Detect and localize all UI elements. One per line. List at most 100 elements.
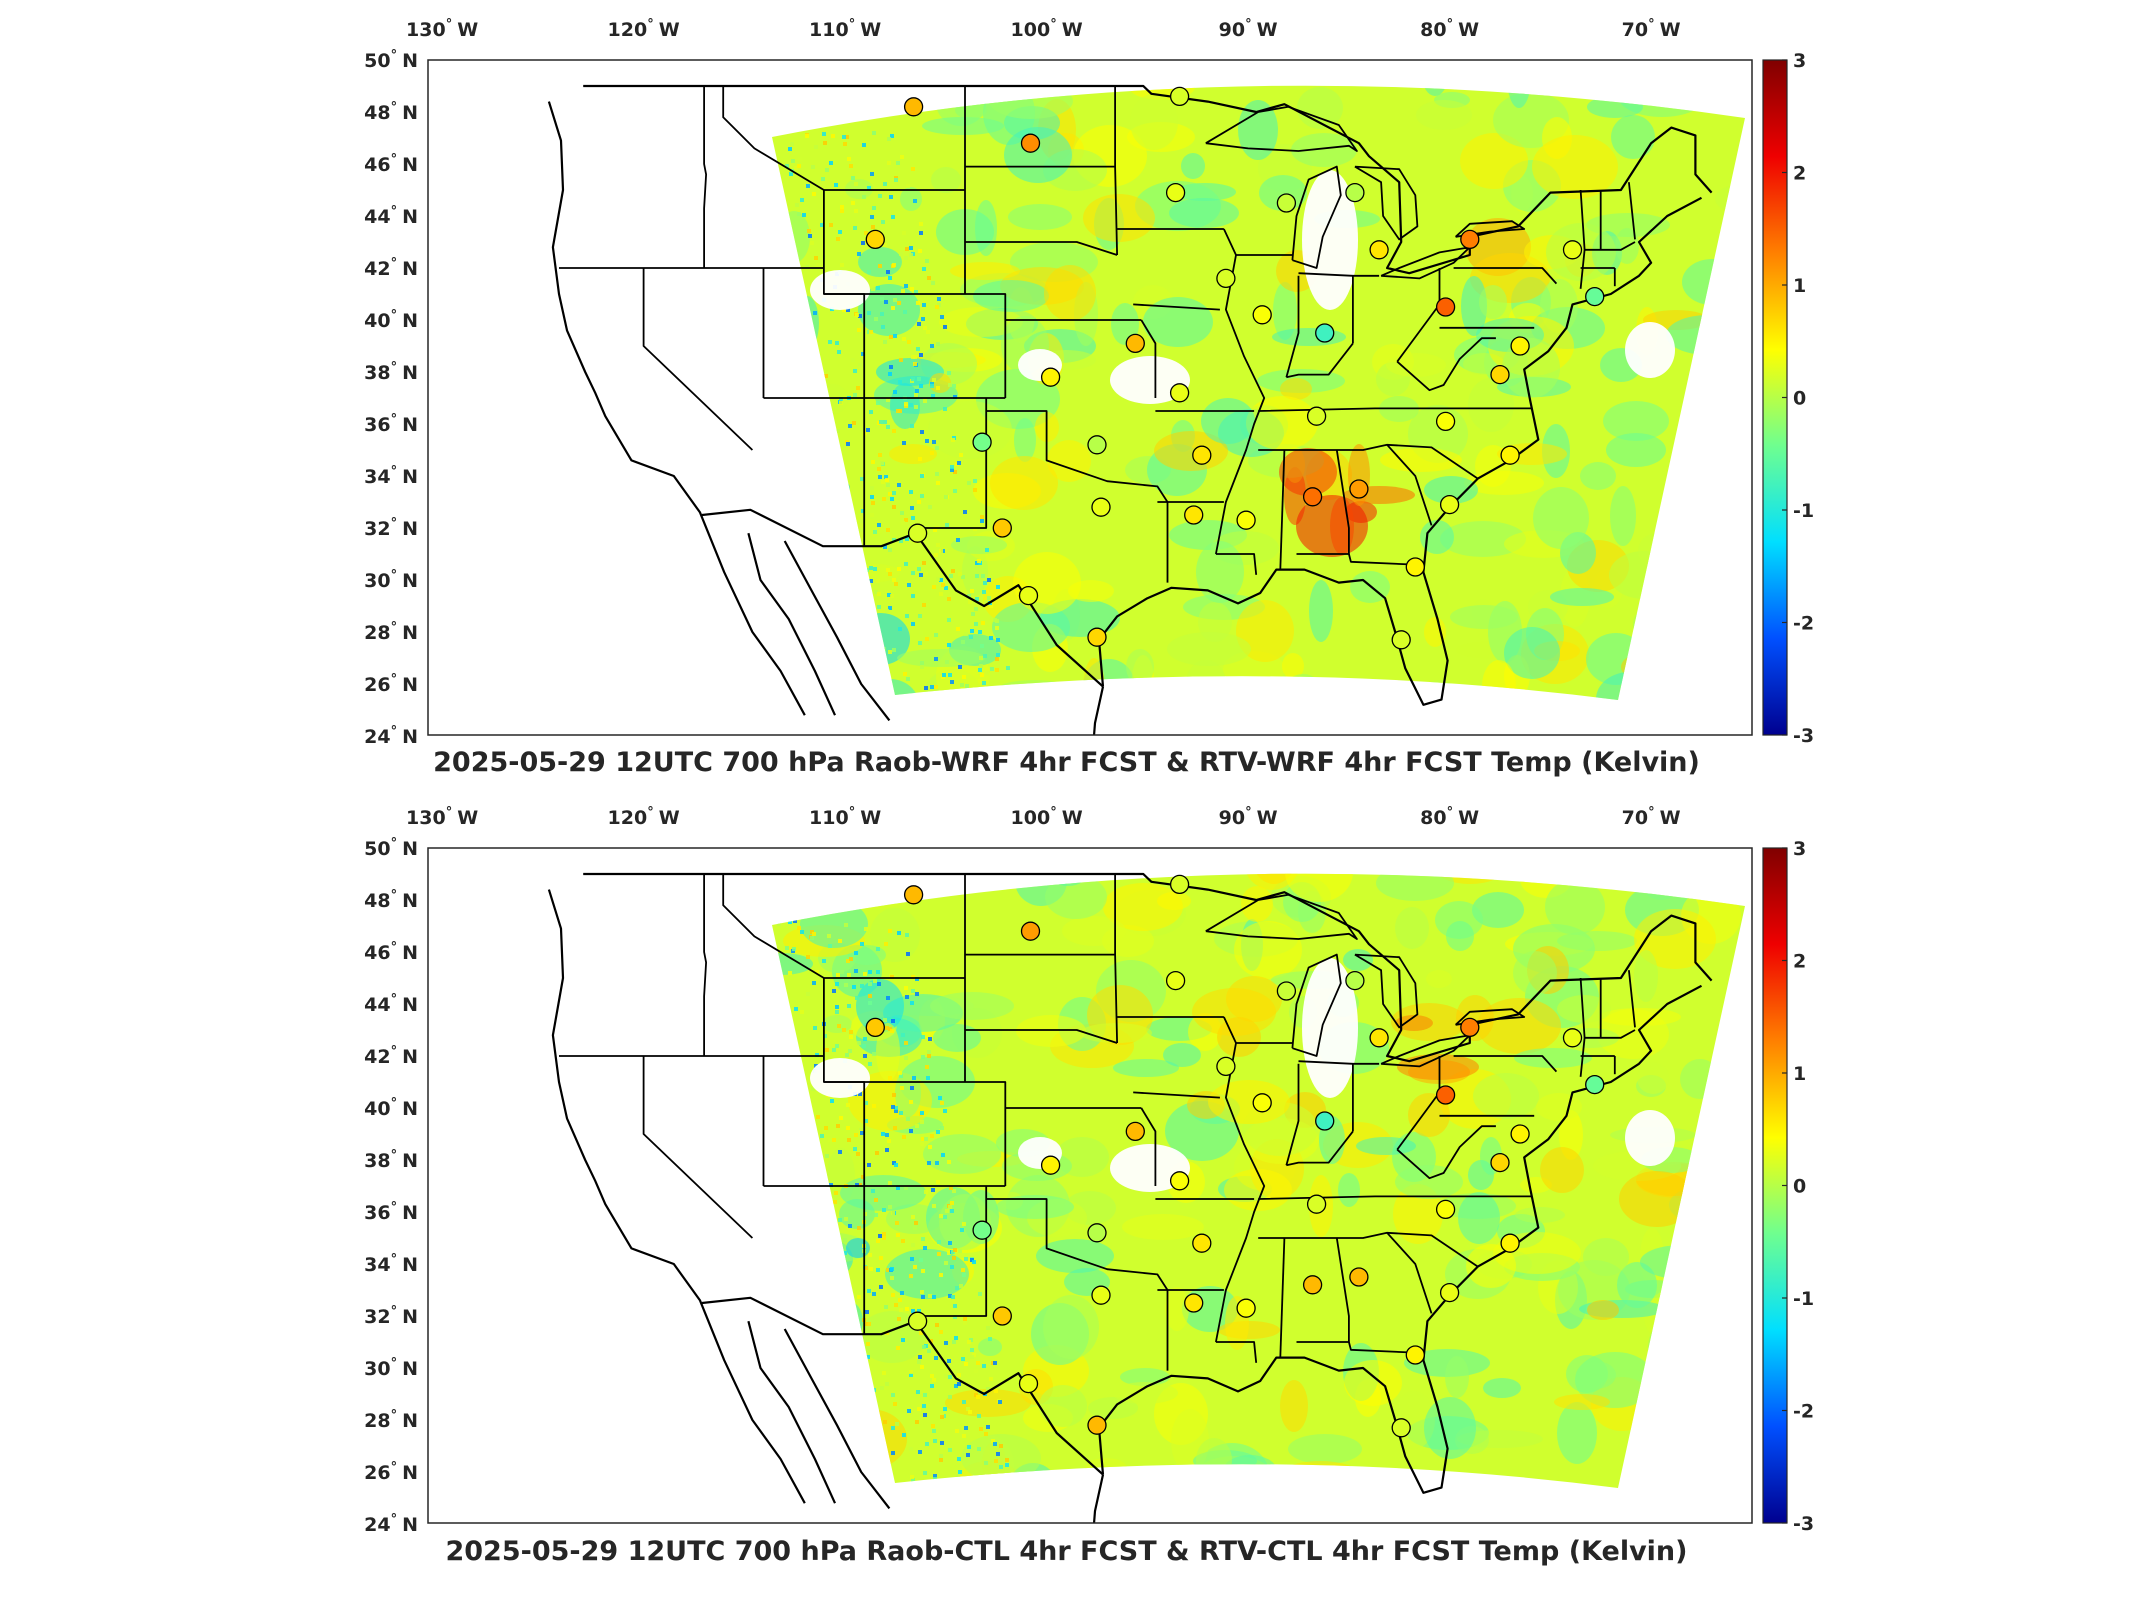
station-marker xyxy=(972,432,992,452)
station-marker xyxy=(1510,1124,1530,1144)
colorbar-tick-label: 2 xyxy=(1793,951,1806,973)
longitude-tick-label: 100° W xyxy=(1011,17,1083,41)
station-marker xyxy=(1435,297,1456,317)
station-marker xyxy=(1020,921,1041,941)
station-marker xyxy=(1562,1028,1583,1048)
latitude-tick-label: 46° N xyxy=(364,152,418,176)
station-marker xyxy=(1345,182,1365,203)
latitude-tick-label: 50° N xyxy=(364,836,418,860)
station-marker xyxy=(992,518,1012,538)
station-marker xyxy=(1490,364,1510,385)
colorbar-tick-label: -1 xyxy=(1793,500,1814,522)
latitude-tick-label: 32° N xyxy=(364,516,418,540)
difference-field xyxy=(772,85,1745,701)
map-panel-raob-ctl: 130° W 120° W 110° W 100° W 90° W 80° W 70° W 50° N 48° N… xyxy=(0,788,2133,1600)
station-marker xyxy=(865,1017,885,1038)
station-marker xyxy=(1169,383,1190,403)
colorbar-tick-label: 0 xyxy=(1793,388,1806,410)
station-marker xyxy=(907,1311,928,1331)
station-marker xyxy=(1585,1074,1605,1095)
station-marker xyxy=(1435,411,1456,432)
station-marker xyxy=(1585,286,1605,307)
station-marker xyxy=(1192,1233,1212,1253)
station-marker xyxy=(1087,1415,1107,1435)
longitude-tick-label: 70° W xyxy=(1622,805,1681,829)
station-marker xyxy=(1302,487,1323,507)
station-marker xyxy=(1391,1418,1411,1438)
colorbar-tick-label: -3 xyxy=(1793,725,1814,747)
station-marker xyxy=(1349,479,1369,499)
colorbar-tick-label: 0 xyxy=(1793,1176,1806,1198)
longitude-tick-label: 120° W xyxy=(608,805,680,829)
station-marker xyxy=(1091,1285,1111,1305)
temperature-difference-map: 130° W 120° W 110° W 100° W 90° W 80° W 70° W 50° N 48° N… xyxy=(364,17,1814,748)
station-marker xyxy=(903,885,924,905)
colorbar-tick-label: 1 xyxy=(1793,275,1806,297)
colorbar-tick-label: -2 xyxy=(1793,1401,1814,1423)
latitude-tick-label: 30° N xyxy=(364,1356,418,1380)
latitude-tick-label: 42° N xyxy=(364,1044,418,1068)
station-marker xyxy=(1252,305,1272,325)
longitude-tick-label: 130° W xyxy=(406,805,478,829)
station-marker xyxy=(1439,1282,1460,1303)
colorbar-tick-label: -1 xyxy=(1793,1288,1814,1310)
latitude-tick-label: 28° N xyxy=(364,1408,418,1432)
station-marker xyxy=(1276,981,1297,1001)
station-marker xyxy=(1165,970,1186,991)
station-marker xyxy=(903,97,924,117)
latitude-tick-label: 48° N xyxy=(364,100,418,124)
panel-title: 2025-05-29 12UTC 700 hPa Raob-WRF 4hr FC… xyxy=(433,747,1700,778)
map-frame xyxy=(427,59,1753,736)
station-marker xyxy=(1315,323,1335,343)
longitude-tick-label: 90° W xyxy=(1219,805,1278,829)
colorbar-tick-label: 2 xyxy=(1793,163,1806,185)
station-marker xyxy=(1236,1298,1256,1318)
colorbar-tick-label: 3 xyxy=(1793,838,1806,860)
latitude-tick-label: 44° N xyxy=(364,204,418,228)
station-marker xyxy=(1169,874,1190,895)
station-marker xyxy=(1216,268,1236,289)
latitude-tick-label: 48° N xyxy=(364,888,418,912)
station-marker xyxy=(1184,505,1204,525)
station-marker xyxy=(1500,1233,1520,1253)
station-marker xyxy=(1490,1152,1510,1173)
panel-title: 2025-05-29 12UTC 700 hPa Raob-CTL 4hr FC… xyxy=(445,1536,1688,1567)
station-marker xyxy=(1435,1085,1456,1105)
station-marker xyxy=(1169,1171,1190,1191)
latitude-tick-label: 26° N xyxy=(364,672,418,696)
latitude-tick-label: 36° N xyxy=(364,1200,418,1224)
latitude-tick-label: 32° N xyxy=(364,1304,418,1328)
station-marker xyxy=(1500,445,1520,465)
map-panel-raob-wrf: 130° W 120° W 110° W 100° W 90° W 80° W 70° W 50° N 48° N… xyxy=(364,17,1814,778)
station-marker xyxy=(1087,435,1107,455)
latitude-tick-label: 46° N xyxy=(364,940,418,964)
station-marker xyxy=(1369,1028,1389,1048)
latitude-tick-label: 40° N xyxy=(364,1096,418,1120)
station-markers xyxy=(865,874,1605,1438)
latitude-tick-label: 24° N xyxy=(364,1512,418,1536)
station-marker xyxy=(1302,1275,1323,1295)
station-marker xyxy=(992,1306,1012,1326)
station-marker xyxy=(1439,494,1460,515)
latitude-tick-label: 38° N xyxy=(364,360,418,384)
station-marker xyxy=(1306,406,1327,426)
station-marker xyxy=(1018,585,1039,606)
station-marker xyxy=(1165,182,1186,203)
station-marker xyxy=(1405,1345,1425,1365)
station-marker xyxy=(1091,497,1111,517)
latitude-tick-label: 36° N xyxy=(364,412,418,436)
station-marker xyxy=(1184,1293,1204,1313)
station-marker xyxy=(1460,1017,1480,1038)
station-marker xyxy=(1040,367,1061,387)
latitude-tick-label: 50° N xyxy=(364,48,418,72)
station-marker xyxy=(1087,1223,1107,1243)
station-marker xyxy=(1510,336,1530,356)
difference-field xyxy=(772,873,1745,1489)
station-marker xyxy=(972,1220,992,1240)
latitude-tick-label: 28° N xyxy=(364,620,418,644)
map-frame xyxy=(427,847,1753,1524)
coastlines-and-borders xyxy=(547,84,1713,735)
coastlines-and-borders xyxy=(547,872,1713,1523)
latitude-tick-label: 42° N xyxy=(364,256,418,280)
longitude-tick-label: 130° W xyxy=(406,17,478,41)
